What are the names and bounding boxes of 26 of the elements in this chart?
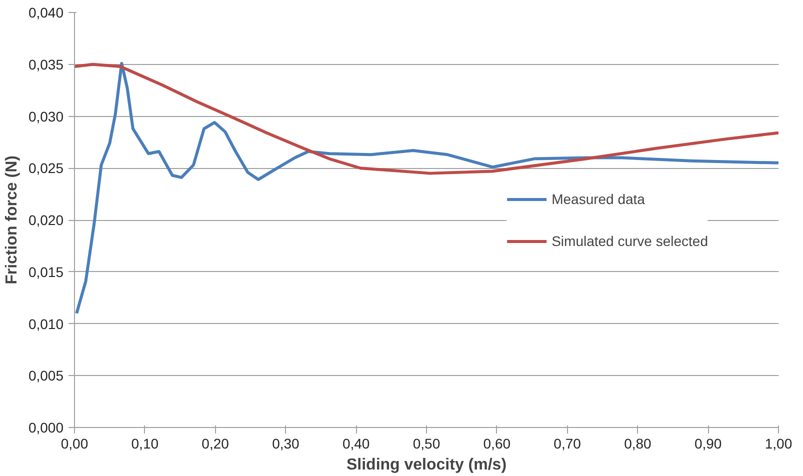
x-tick-label: 0,70 [554,436,582,452]
x-tick-label: 0,60 [483,436,511,452]
y-tick-label: 0,015 [28,264,64,280]
y-tick-label: 0,025 [28,160,64,176]
y-tick-label: 0,010 [28,316,64,332]
y-tick-label: 0,030 [28,108,64,124]
x-tick-label: 0,80 [624,436,652,452]
x-tick-label: 0,50 [412,436,440,452]
y-tick-label: 0,040 [28,4,64,20]
line-series [75,62,778,315]
x-tick-label: 0,00 [60,436,88,452]
x-tick-label: 0,90 [694,436,722,452]
x-axis-title: Sliding velocity (m/s) [346,456,507,474]
y-axis-title: Friction force (N) [3,156,20,284]
y-tick-label: 0,035 [28,56,64,72]
legend-label: Simulated curve selected [552,232,708,248]
x-tick-label: 0,20 [202,436,230,452]
y-tick-label: 0,020 [28,212,64,228]
y-tick-label: 0,005 [28,368,64,384]
y-tick-label: 0,000 [28,420,64,436]
x-tick-label: 0,10 [131,436,159,452]
x-tick-label: 1,00 [764,436,792,452]
x-tick-label: 0,30 [272,436,300,452]
line-series [74,62,778,175]
legend-label: Measured data [552,190,645,206]
x-tick-label: 0,40 [342,436,370,452]
